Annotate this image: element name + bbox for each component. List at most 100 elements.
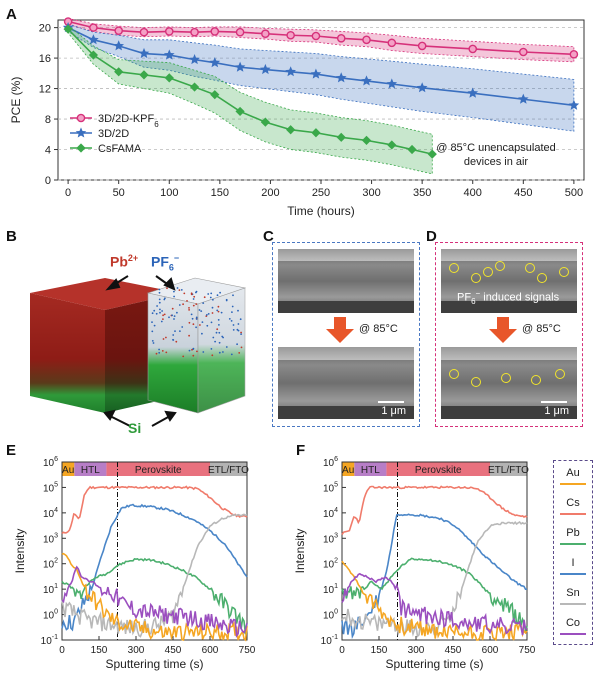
y-tick-exponent: 1: [54, 583, 58, 590]
x-tick-label: 750: [239, 645, 256, 656]
tof-legend-label: I: [571, 557, 575, 569]
series-line: [341, 513, 527, 640]
scatter-dot: [173, 315, 176, 317]
data-point: [467, 87, 479, 98]
scatter-dot: [218, 324, 220, 326]
tof-legend-item: Co: [554, 617, 592, 635]
scatter-dot: [163, 313, 166, 316]
layer-band: [342, 462, 355, 476]
layer-band: [354, 462, 387, 476]
x-tick-label: 450: [514, 187, 532, 199]
y-tick-label: 8: [45, 114, 51, 126]
signal-pf: PF: [457, 291, 472, 304]
plot-frame: [61, 461, 248, 641]
x-tick-label: 350: [413, 187, 431, 199]
signal-label-d: PF6− induced signals: [457, 289, 559, 306]
scatter-dot: [156, 305, 159, 307]
signal-circle: [483, 267, 493, 277]
y-tick-exponent: 2: [54, 558, 58, 565]
data-point: [76, 113, 86, 123]
x-tick-label: 450: [165, 645, 182, 656]
heat-arrow-stem-d: [497, 317, 509, 329]
x-tick-label: 150: [91, 645, 108, 656]
tof-sims-depth-profile-e: Au HTL Perovskite ETL/FTO10-110010110210310…: [13, 456, 256, 671]
layer-label: HTL: [81, 465, 100, 476]
scatter-dot: [206, 324, 209, 327]
data-point: [361, 135, 372, 145]
scatter-dot: [158, 348, 161, 351]
data-point: [427, 149, 437, 159]
scatter-dot: [237, 309, 239, 312]
y-tick-label: 10-1: [41, 634, 58, 647]
scatter-dot: [211, 306, 214, 309]
scatter-dot: [178, 289, 181, 291]
arrow-pf-head: [163, 277, 176, 291]
y-tick-label: 104: [323, 507, 338, 520]
scatter-dot: [210, 292, 213, 295]
sem-panel-d: PF6− induced signals @ 85°C 1 μm: [435, 242, 583, 427]
y-tick-exponent: -1: [52, 634, 58, 641]
tof-legend-label: Pb: [566, 527, 580, 539]
tof-legend-item: I: [554, 557, 592, 575]
x-tick-label: 300: [362, 187, 380, 199]
y-tick-label: 20: [39, 23, 51, 35]
y-axis-label: Intensity: [13, 529, 27, 574]
scatter-dot: [240, 346, 243, 349]
scatter-dot: [218, 341, 221, 344]
scatter-dot: [190, 313, 193, 316]
si-label: Si: [128, 420, 142, 436]
data-point: [88, 34, 99, 45]
scatter-dot: [198, 309, 201, 311]
y-tick-label: 16: [39, 53, 51, 65]
data-point: [75, 127, 87, 138]
scatter-dot: [195, 303, 198, 305]
data-point: [362, 35, 371, 45]
scatter-dot: [215, 331, 218, 334]
y-tick-label: 100: [323, 609, 338, 622]
scatter-dot: [239, 318, 242, 321]
tof-sims-depth-profile-f: Au HTL Perovskite ETL/FTO10-110010110210310…: [293, 456, 536, 671]
scatter-dot: [151, 340, 154, 342]
data-point: [63, 24, 73, 34]
scatter-dot: [195, 318, 198, 320]
x-tick-label: 450: [445, 645, 462, 656]
scatter-dot: [173, 318, 175, 320]
scatter-dot: [217, 310, 220, 313]
x-tick-label: 250: [312, 187, 330, 199]
y-axis-label: PCE (%): [9, 77, 23, 124]
scatter-dot: [240, 331, 243, 334]
pf-text: PF: [151, 253, 169, 270]
scatter-dot: [211, 312, 214, 314]
x-tick-label: 0: [59, 645, 65, 656]
cube-right-front: [147, 292, 199, 414]
layer-band: [62, 462, 75, 476]
plot-frame: [341, 461, 528, 641]
data-point: [286, 125, 296, 135]
scatter-dot: [155, 352, 158, 355]
scatter-dot: [161, 350, 164, 352]
sem-substrate: [278, 301, 414, 313]
pb-charge: 2+: [127, 253, 139, 263]
y-tick-label: 12: [39, 84, 51, 96]
scatter-dot: [222, 351, 224, 353]
scatter-dot: [151, 321, 153, 323]
scatter-dot: [172, 338, 174, 341]
scatter-dot: [159, 311, 161, 314]
scatter-dot: [171, 314, 174, 317]
scatter-dot: [152, 342, 155, 344]
error-band: [67, 23, 575, 132]
heat-arrow-stem-c: [334, 317, 346, 329]
scatter-dot: [175, 340, 178, 343]
y-tick-exponent: -1: [332, 634, 338, 641]
scatter-dot: [188, 309, 191, 311]
x-axis-label: Sputtering time (s): [105, 657, 203, 671]
tof-legend-item: Pb: [554, 527, 592, 545]
scatter-dot: [160, 320, 163, 323]
scatter-dot: [176, 311, 178, 314]
scatter-dot: [155, 312, 158, 315]
data-point: [88, 50, 99, 60]
scatter-dot: [188, 321, 191, 324]
pf6-ion-label: PF6−: [151, 253, 179, 272]
scatter-dot: [180, 289, 183, 291]
cube-right-side: [197, 287, 246, 414]
